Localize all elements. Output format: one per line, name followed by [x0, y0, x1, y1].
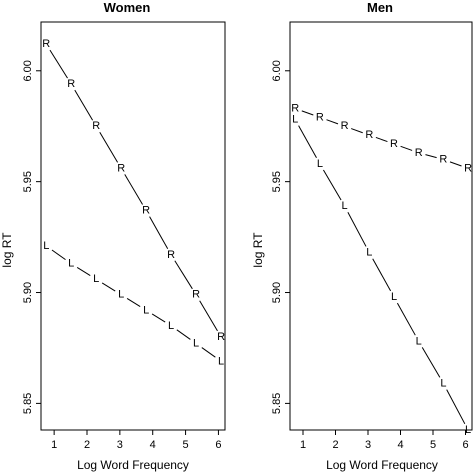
panel-men-ylabel: log RT: [251, 232, 265, 268]
series-R-point: R: [415, 147, 423, 159]
series-L-segment: [51, 249, 66, 261]
series-L-segment: [323, 169, 342, 201]
series-R-segment: [149, 216, 169, 249]
series-L-segment: [101, 282, 116, 292]
series-R-point: R: [390, 138, 398, 150]
series-R-segment: [375, 136, 388, 143]
series-R-point: R: [117, 162, 125, 174]
panel-women: Women Log Word Frequency log RT 1 2 3 4 5 6 5.…: [0, 0, 226, 472]
x-tick-label: 4: [150, 439, 156, 451]
x-tick-label: 6: [462, 439, 468, 451]
x-tick-label: 3: [365, 439, 371, 451]
series-L-segment: [347, 211, 367, 247]
series-L-point: L: [342, 200, 348, 212]
x-tick-label: 4: [397, 439, 403, 451]
y-tick-label: 5.95: [22, 171, 34, 192]
series-R-segment: [400, 145, 413, 151]
series-L-point: L: [292, 114, 298, 126]
series-R-segment: [99, 131, 119, 163]
y-tick-label: 5.85: [22, 393, 34, 414]
series-R-point: R: [167, 249, 175, 261]
series-L-segment: [151, 313, 166, 323]
series-L-segment: [421, 347, 441, 378]
series-L-point: L: [168, 320, 174, 332]
x-tick-label: 5: [430, 439, 436, 451]
panel-men-title: Men: [367, 0, 393, 15]
panel-women-ylabel: log RT: [0, 232, 14, 268]
y-tick-label: 5.85: [271, 393, 283, 414]
series-R-segment: [124, 174, 144, 205]
panel-men-frame: [289, 21, 473, 431]
series-R-segment: [326, 119, 339, 125]
series-L-point: L: [440, 377, 446, 389]
series-L-segment: [126, 298, 141, 307]
series-L-segment: [176, 329, 191, 340]
series-L-point: L: [416, 335, 422, 347]
panel-men-xlabel: Log Word Frequency: [326, 458, 438, 472]
x-tick-label: 6: [215, 439, 221, 451]
series-R-point: R: [365, 129, 373, 141]
panel-women-frame: [40, 21, 226, 431]
y-tick-label: 5.95: [271, 171, 283, 192]
series-L-point: L: [465, 424, 471, 436]
series-L-point: L: [143, 304, 149, 316]
series-R-point: R: [67, 78, 75, 90]
y-tick-label: 6.00: [22, 60, 34, 81]
y-tick-label: 5.90: [271, 282, 283, 303]
series-R-point: R: [217, 331, 225, 343]
series-R-segment: [199, 300, 218, 332]
series-L-segment: [372, 258, 392, 292]
series-R-segment: [174, 260, 193, 290]
panel-men: Men Log Word Frequency log RT 1 2 3 4 5 6 5.85…: [251, 0, 473, 472]
series-L-point: L: [317, 158, 323, 170]
series-R-segment: [425, 154, 437, 159]
panel-men-axes: 1 2 3 4 5 6 5.85 5.90 5.95 6.00: [271, 60, 469, 451]
series-R-segment: [49, 49, 68, 79]
series-R-point: R: [42, 38, 50, 50]
x-tick-label: 5: [183, 439, 189, 451]
series-R-point: R: [92, 120, 100, 132]
series-L-segment: [76, 266, 91, 276]
series-L-point: L: [43, 240, 49, 252]
panel-women-xlabel: Log Word Frequency: [77, 458, 189, 472]
y-tick-label: 6.00: [271, 60, 283, 81]
series-R-segment: [449, 161, 462, 167]
series-R-segment: [351, 128, 363, 134]
series-R-point: R: [291, 102, 299, 114]
panel-women-title: Women: [104, 0, 151, 15]
x-tick-label: 2: [84, 439, 90, 451]
series-L-point: L: [193, 338, 199, 350]
series-R-point: R: [192, 289, 200, 301]
series-R-segment: [301, 110, 314, 116]
series-R-segment: [74, 89, 94, 121]
x-tick-label: 3: [117, 439, 123, 451]
x-tick-label: 1: [51, 439, 57, 451]
series-L-segment: [201, 347, 216, 358]
series-R-point: R: [464, 162, 472, 174]
series-L-segment: [396, 302, 416, 336]
y-tick-label: 5.90: [22, 282, 34, 303]
series-R-point: R: [439, 153, 447, 165]
panel-women-axes: 1 2 3 4 5 6 5.85 5.90 5.95 6.00: [22, 60, 221, 451]
series-R-point: R: [341, 120, 349, 132]
series-R-point: R: [142, 204, 150, 216]
series-L-segment: [298, 125, 317, 159]
series-L-point: L: [366, 247, 372, 259]
series-L-point: L: [118, 289, 124, 301]
series-L-segment: [446, 389, 466, 425]
series-L-point: L: [391, 291, 397, 303]
x-tick-label: 1: [300, 439, 306, 451]
series-L-point: L: [68, 258, 74, 270]
x-tick-label: 2: [332, 439, 338, 451]
series-R-point: R: [316, 111, 324, 123]
series-L-point: L: [218, 355, 224, 367]
series-L-point: L: [93, 273, 99, 285]
